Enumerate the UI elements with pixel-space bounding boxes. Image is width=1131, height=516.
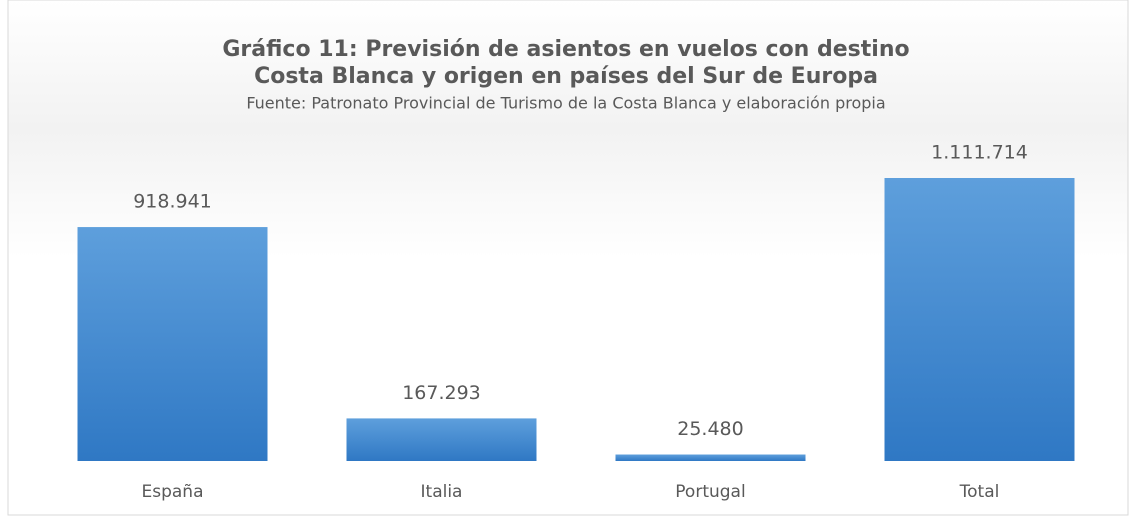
chart-subtitle: Fuente: Patronato Provincial de Turismo … (246, 94, 885, 113)
value-label: 918.941 (133, 191, 212, 213)
x-tick-label: Total (959, 482, 1000, 502)
value-label: 167.293 (402, 382, 481, 404)
value-label: 25.480 (677, 418, 743, 440)
chart-title: Costa Blanca y origen en países del Sur … (254, 64, 878, 89)
bar (346, 418, 537, 461)
x-tick-label: España (142, 482, 204, 502)
x-tick-label: Italia (421, 482, 463, 502)
bar (884, 178, 1075, 461)
x-tick-label: Portugal (675, 482, 745, 502)
chart-title: Gráfico 11: Previsión de asientos en vue… (222, 37, 909, 62)
value-label: 1.111.714 (931, 142, 1028, 164)
bar (615, 454, 806, 461)
bar (77, 227, 268, 461)
